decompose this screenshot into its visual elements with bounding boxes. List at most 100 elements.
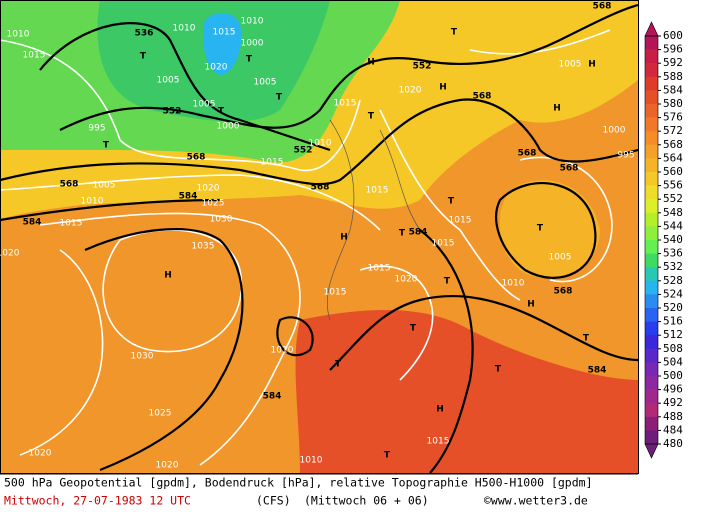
map-label: T xyxy=(276,93,283,103)
map-label: T xyxy=(140,52,147,62)
scale-label: 600 xyxy=(663,29,683,42)
scale-label: 540 xyxy=(663,233,683,246)
map-label: T xyxy=(537,224,544,234)
map-label: 1005 xyxy=(549,253,572,263)
map-label: 1020 xyxy=(197,184,220,194)
map-label: 1010 xyxy=(300,456,323,466)
map-label: T xyxy=(451,28,458,38)
map-label: T xyxy=(218,107,225,117)
map-label: 568 xyxy=(518,149,537,159)
map-label: 1025 xyxy=(202,199,225,209)
scale-band xyxy=(645,212,658,227)
map-label: 552 xyxy=(163,107,182,117)
map-label: H xyxy=(340,233,348,243)
map-label: 1020 xyxy=(205,63,228,73)
map-label: T xyxy=(448,197,455,207)
map-label: T xyxy=(444,277,451,287)
isobars xyxy=(0,29,613,466)
scale-band xyxy=(645,144,658,159)
map-label: 584 xyxy=(409,228,428,238)
map-label: 1015 xyxy=(449,216,472,226)
scale-label: 528 xyxy=(663,274,683,287)
scale-label: 560 xyxy=(663,165,683,178)
map-label: 568 xyxy=(554,287,573,297)
map-label: 1005 xyxy=(254,78,277,88)
map-label: 584 xyxy=(263,392,282,402)
scale-label: 504 xyxy=(663,355,683,368)
map-label: 1015 xyxy=(368,264,391,274)
scale-label: 488 xyxy=(663,410,683,423)
map-label: T xyxy=(583,334,590,344)
map-label: 1020 xyxy=(399,86,422,96)
scale-band xyxy=(645,63,658,78)
scale-arrow-top xyxy=(644,21,659,37)
map-label: 584 xyxy=(588,366,607,376)
map-label: H xyxy=(527,300,535,310)
map-label: 1015 xyxy=(427,437,450,447)
scale-band xyxy=(645,90,658,105)
map-label: 1015 xyxy=(324,288,347,298)
map-label: 1020 xyxy=(0,249,20,259)
scale-label: 568 xyxy=(663,138,683,151)
map-label: 1015 xyxy=(23,51,46,61)
footer-date: Mittwoch, 27-07-1983 12 UTC xyxy=(4,494,191,508)
scale-label: 516 xyxy=(663,315,683,328)
scale-label: 508 xyxy=(663,342,683,355)
map-label: T xyxy=(410,324,417,334)
map-label: 536 xyxy=(135,29,154,39)
map-label: 1015 xyxy=(213,28,236,38)
map-label: 1010 xyxy=(241,17,264,27)
scale-label: 480 xyxy=(663,437,683,450)
scale-band xyxy=(645,430,658,445)
scale-label: 588 xyxy=(663,70,683,83)
scale-label: 556 xyxy=(663,179,683,192)
map-label: 1015 xyxy=(366,186,389,196)
scale-band xyxy=(645,131,658,146)
map-label: T xyxy=(495,365,502,375)
scale-band xyxy=(645,117,658,132)
scale-label: 548 xyxy=(663,206,683,219)
scale-label: 552 xyxy=(663,192,683,205)
map-label: H xyxy=(436,405,444,415)
scale-band xyxy=(645,280,658,295)
scale-arrow-bottom xyxy=(644,443,659,459)
coastlines xyxy=(326,119,421,321)
scale-label: 484 xyxy=(663,423,683,436)
scale-band xyxy=(645,267,658,282)
map-label: H xyxy=(367,58,375,68)
footer-model: (CFS) xyxy=(256,494,291,508)
scale-label: 492 xyxy=(663,396,683,409)
low-yellow xyxy=(499,180,600,278)
map-label: T xyxy=(399,229,406,239)
map-label: T xyxy=(103,141,110,151)
scale-label: 596 xyxy=(663,43,683,56)
map-label: 1015 xyxy=(261,158,284,168)
map-label: 584 xyxy=(23,218,42,228)
scale-label: 584 xyxy=(663,83,683,96)
scale-band xyxy=(645,104,658,118)
map-label: 568 xyxy=(311,183,330,193)
scale-band xyxy=(645,172,658,186)
map-label: 1010 xyxy=(271,346,294,356)
map-label: 552 xyxy=(294,146,313,156)
cyan-region xyxy=(203,13,242,75)
scale-label: 500 xyxy=(663,369,683,382)
scale-label: 576 xyxy=(663,111,683,124)
scale-band xyxy=(645,362,658,377)
scale-label: 536 xyxy=(663,247,683,260)
scale-label: 544 xyxy=(663,219,683,232)
map-label: T xyxy=(335,360,342,370)
map-label: T xyxy=(246,55,253,65)
map-label: 1005 xyxy=(157,76,180,86)
map-label: 995 xyxy=(88,124,105,134)
map-label: H xyxy=(553,104,561,114)
map-label: 1000 xyxy=(603,126,626,136)
scale-label: 512 xyxy=(663,328,683,341)
scale-band xyxy=(645,335,658,350)
map-label: 995 xyxy=(617,151,634,161)
scale-band xyxy=(645,308,658,322)
map-label: 568 xyxy=(60,180,79,190)
map-label: 1015 xyxy=(334,99,357,109)
map-label: 1020 xyxy=(29,449,52,459)
